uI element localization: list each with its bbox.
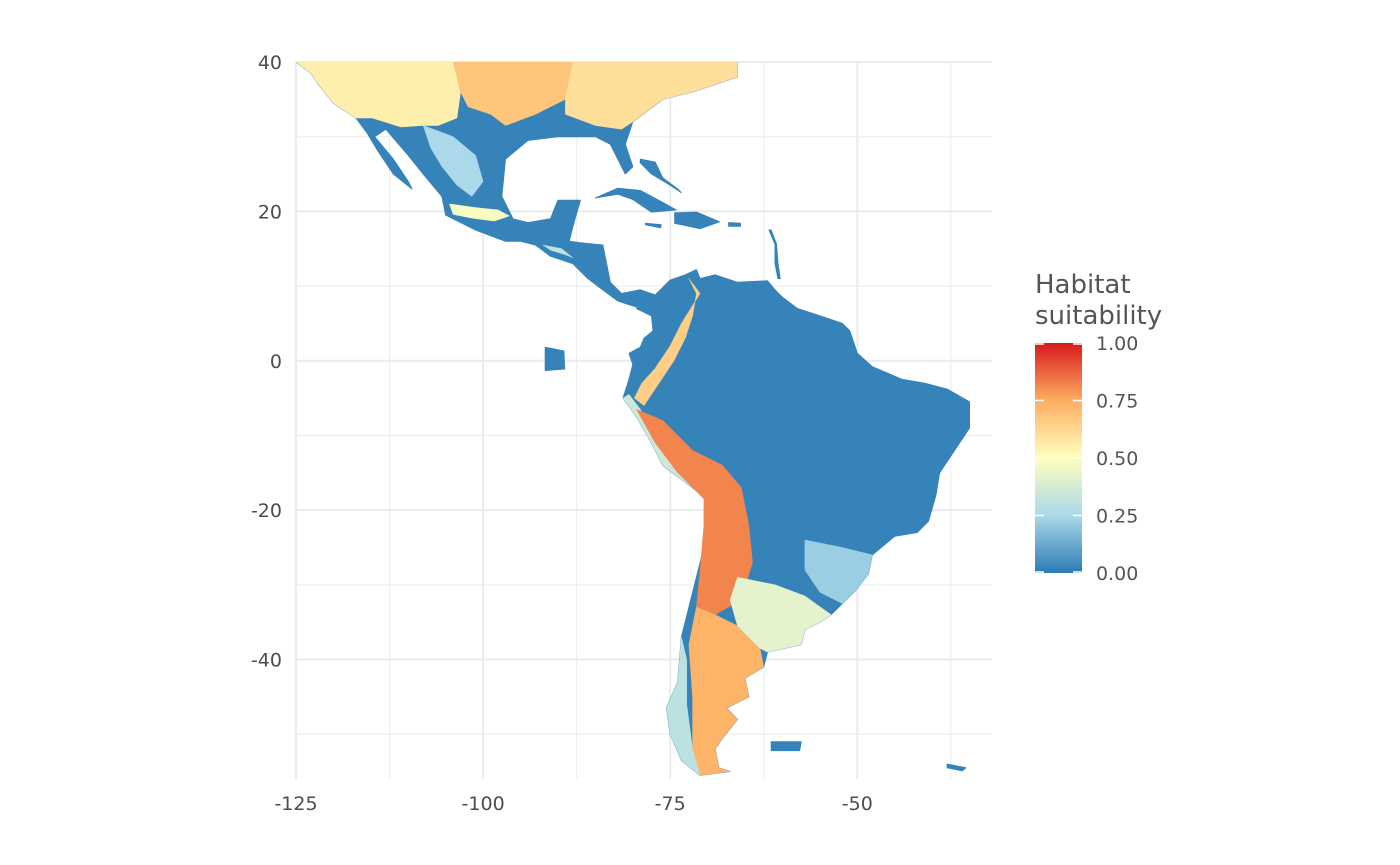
zone-central-highlands (542, 244, 574, 258)
legend-ticks: 0.00 0.25 0.50 0.75 1.00 (1035, 333, 1138, 585)
zone-central-andes (636, 409, 753, 615)
zone-chilean-coast (666, 636, 701, 776)
y-tick-label: -20 (251, 500, 282, 522)
landmass-jamaica (645, 222, 662, 229)
legend-tick-label: 0.25 (1096, 506, 1138, 528)
zone-northern-mexico-plateau (422, 125, 484, 197)
y-tick-label: 0 (270, 351, 282, 373)
x-axis: -125 -100 -75 -50 (274, 793, 872, 815)
landmass-hispaniola (674, 211, 721, 230)
y-axis: 40 20 0 -20 -40 (251, 52, 282, 672)
landmass-falklands (770, 741, 802, 752)
landmass-galapagos (544, 346, 566, 371)
y-tick-label: -40 (251, 650, 282, 672)
landmass-puerto-rico (728, 222, 741, 227)
map-panel (296, 62, 970, 776)
legend-tick-label: 0.50 (1096, 448, 1138, 470)
legend-title-line-2: suitability (1035, 301, 1162, 331)
x-tick-label: -125 (274, 793, 317, 815)
x-tick-label: -50 (842, 793, 873, 815)
legend: Habitat suitability 0.00 0.25 0.50 0.75 1.00 (1035, 270, 1162, 585)
legend-tick-label: 1.00 (1096, 333, 1138, 355)
x-tick-label: -100 (462, 793, 505, 815)
legend-tick-label: 0.00 (1096, 563, 1138, 585)
y-tick-label: 20 (258, 201, 282, 223)
zone-pampas (729, 577, 832, 653)
legend-tick-label: 0.75 (1096, 391, 1138, 413)
zone-western-usa (296, 62, 461, 128)
zone-southern-brazil (804, 539, 873, 604)
landmass-south-georgia (946, 763, 967, 772)
landmass-lesser-antilles (768, 229, 781, 280)
zone-andes-north (634, 278, 701, 406)
y-tick-label: 40 (258, 52, 282, 74)
landmass-cuba (594, 187, 677, 213)
zone-southeast-usa (565, 62, 738, 130)
zone-sierra-madre (449, 203, 510, 222)
landmass-bahamas (639, 158, 682, 194)
legend-title-line-1: Habitat (1035, 270, 1131, 300)
x-tick-label: -75 (655, 793, 686, 815)
